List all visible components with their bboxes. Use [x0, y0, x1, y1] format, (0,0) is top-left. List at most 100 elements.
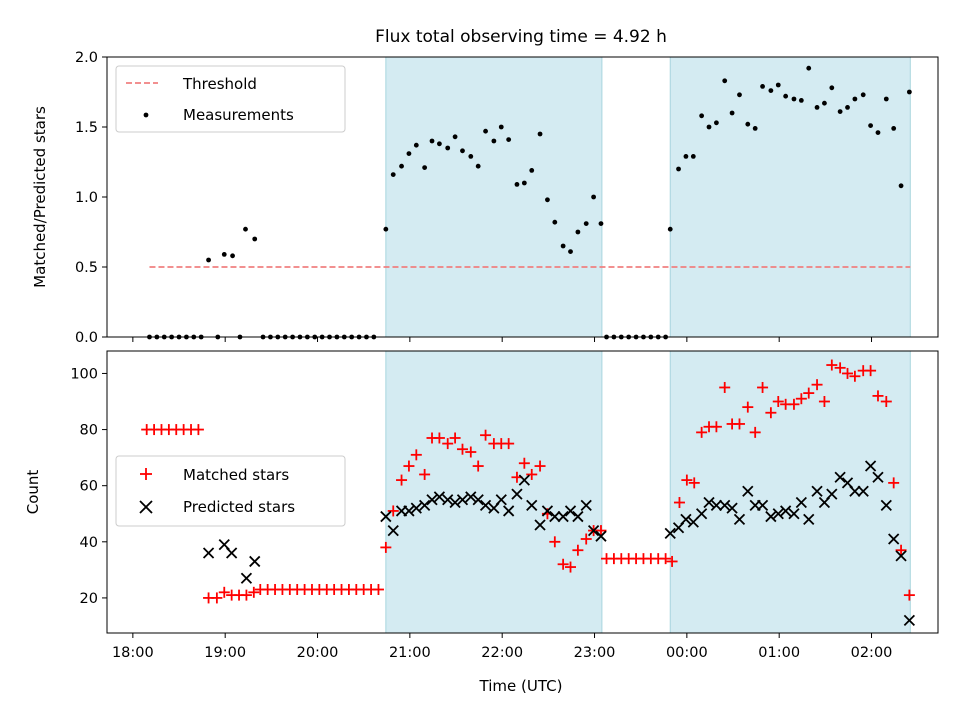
matched-stars-point: [396, 474, 408, 486]
x-tick-label: 20:00: [297, 645, 339, 661]
predicted-stars-point-b: [218, 538, 230, 551]
measurement-point: [206, 257, 211, 263]
predicted-stars-point-b: [403, 505, 415, 517]
predicted-stars-point: [872, 471, 884, 483]
predicted-stars-point: [803, 513, 815, 525]
predicted-stars-point-b: [495, 494, 507, 506]
legend-matched-marker: [140, 468, 152, 480]
predicted-stars-point: [888, 533, 900, 545]
predicted-stars-point-b: [742, 485, 754, 497]
measurement-point: [529, 168, 535, 173]
predicted-stars-point-b: [572, 510, 584, 523]
matched-stars-point: [442, 438, 454, 450]
y-tick-label: 2.0: [75, 50, 98, 66]
predicted-stars-point-b: [710, 499, 723, 511]
bottom-panel-x-axis: 18:00 19:00 20:00 21:00 22:00 23:00 00:00 01:00…: [112, 633, 892, 661]
predicted-stars-point-b: [888, 533, 900, 545]
predicted-stars-point-b: [788, 508, 800, 520]
measurement-point: [437, 141, 442, 147]
measurement-point: [760, 84, 765, 89]
matched-stars-point: [872, 390, 884, 402]
predicted-stars-point: [557, 510, 569, 523]
measurement-point: [390, 172, 396, 178]
predicted-stars-point: [695, 508, 708, 520]
matched-stars-point: [534, 460, 546, 472]
predicted-stars-point-b: [811, 485, 823, 497]
predicted-stars-point: [880, 499, 892, 511]
matched-stars-point: [518, 457, 530, 469]
y-tick-label: 0.0: [75, 330, 98, 346]
y-tick-label: 1.5: [75, 120, 98, 136]
predicted-stars-point-b: [841, 477, 854, 489]
predicted-stars-point-b: [479, 499, 492, 511]
matched-stars-point: [733, 418, 745, 430]
predicted-stars-point-b: [465, 491, 477, 503]
x-axis-label: Time (UTC): [479, 677, 563, 695]
measurement-point: [598, 221, 604, 227]
x-tick-label: 18:00: [112, 645, 154, 661]
predicted-stars-point-b: [541, 505, 554, 517]
measurement-point: [545, 197, 550, 203]
predicted-stars-point: [719, 499, 731, 511]
measurement-point: [676, 166, 681, 172]
measurement-point: [745, 121, 751, 127]
predicted-stars-point: [403, 505, 415, 517]
matched-stars-point: [387, 505, 399, 517]
y-tick-label: 1.0: [75, 190, 98, 206]
matched-stars-point: [749, 426, 761, 438]
measurement-point: [829, 85, 835, 91]
predicted-stars-point: [895, 550, 907, 562]
legend-measurements-label: Measurements: [183, 106, 294, 124]
predicted-stars-point: [687, 516, 699, 528]
matched-stars-point: [372, 584, 384, 596]
predicted-stars-point-b: [249, 555, 261, 568]
measurement-point: [429, 138, 435, 144]
matched-stars-point: [503, 438, 515, 450]
matched-stars-point: [842, 367, 854, 379]
measurement-point: [906, 89, 912, 95]
predicted-stars-point: [857, 485, 869, 497]
matched-stars-point: [403, 460, 415, 472]
predicted-stars-point: [780, 505, 792, 517]
predicted-stars-point: [710, 499, 723, 511]
predicted-stars-point: [733, 513, 746, 525]
predicted-stars-point-b: [834, 471, 846, 483]
y-tick-label: 0.5: [75, 260, 98, 276]
measurement-point: [445, 145, 451, 151]
predicted-stars-point: [472, 494, 484, 506]
matched-stars-point: [849, 370, 861, 382]
x-tick-label: 21:00: [389, 645, 431, 661]
predicted-stars-point: [564, 505, 577, 517]
predicted-stars-point-b: [703, 496, 715, 509]
y-tick-label: 40: [80, 535, 98, 551]
measurement-point: [460, 148, 465, 154]
measurement-point: [714, 120, 719, 126]
matched-stars-point: [803, 387, 815, 399]
measurement-point: [521, 180, 527, 186]
measurement-point: [243, 226, 248, 232]
predicted-stars-point-b: [719, 499, 731, 511]
predicted-stars-point-b: [449, 496, 461, 509]
predicted-stars-point: [726, 502, 738, 514]
measurement-point: [422, 165, 428, 171]
x-tick-label: 01:00: [758, 645, 800, 661]
matched-stars-point: [595, 525, 607, 537]
measurement-point: [491, 138, 497, 144]
predicted-stars-point-b: [202, 547, 215, 559]
matched-stars-point: [834, 362, 846, 374]
legend-predicted-label: Predicted stars: [183, 498, 295, 516]
predicted-stars-point-b: [895, 550, 907, 562]
matched-stars-point: [211, 592, 223, 604]
matched-stars-point: [557, 558, 569, 570]
matched-stars-point: [681, 474, 693, 486]
matched-stars-point: [580, 533, 592, 545]
predicted-stars-point: [826, 488, 838, 500]
measurement-point: [591, 194, 596, 200]
matched-stars-point: [218, 586, 230, 598]
predicted-stars-point-b: [426, 494, 438, 506]
x-tick-label: 23:00: [574, 645, 616, 661]
matched-stars-point: [742, 401, 754, 413]
predicted-stars-point-b: [418, 499, 431, 511]
matched-stars-point: [465, 446, 477, 458]
measurement-point: [845, 105, 850, 110]
